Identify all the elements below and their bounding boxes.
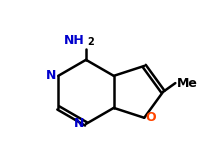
Text: NH: NH [64,34,85,47]
Text: 2: 2 [87,37,94,47]
Text: N: N [74,117,84,130]
Text: N: N [46,69,57,82]
Text: O: O [146,111,156,124]
Text: Me: Me [177,77,198,90]
